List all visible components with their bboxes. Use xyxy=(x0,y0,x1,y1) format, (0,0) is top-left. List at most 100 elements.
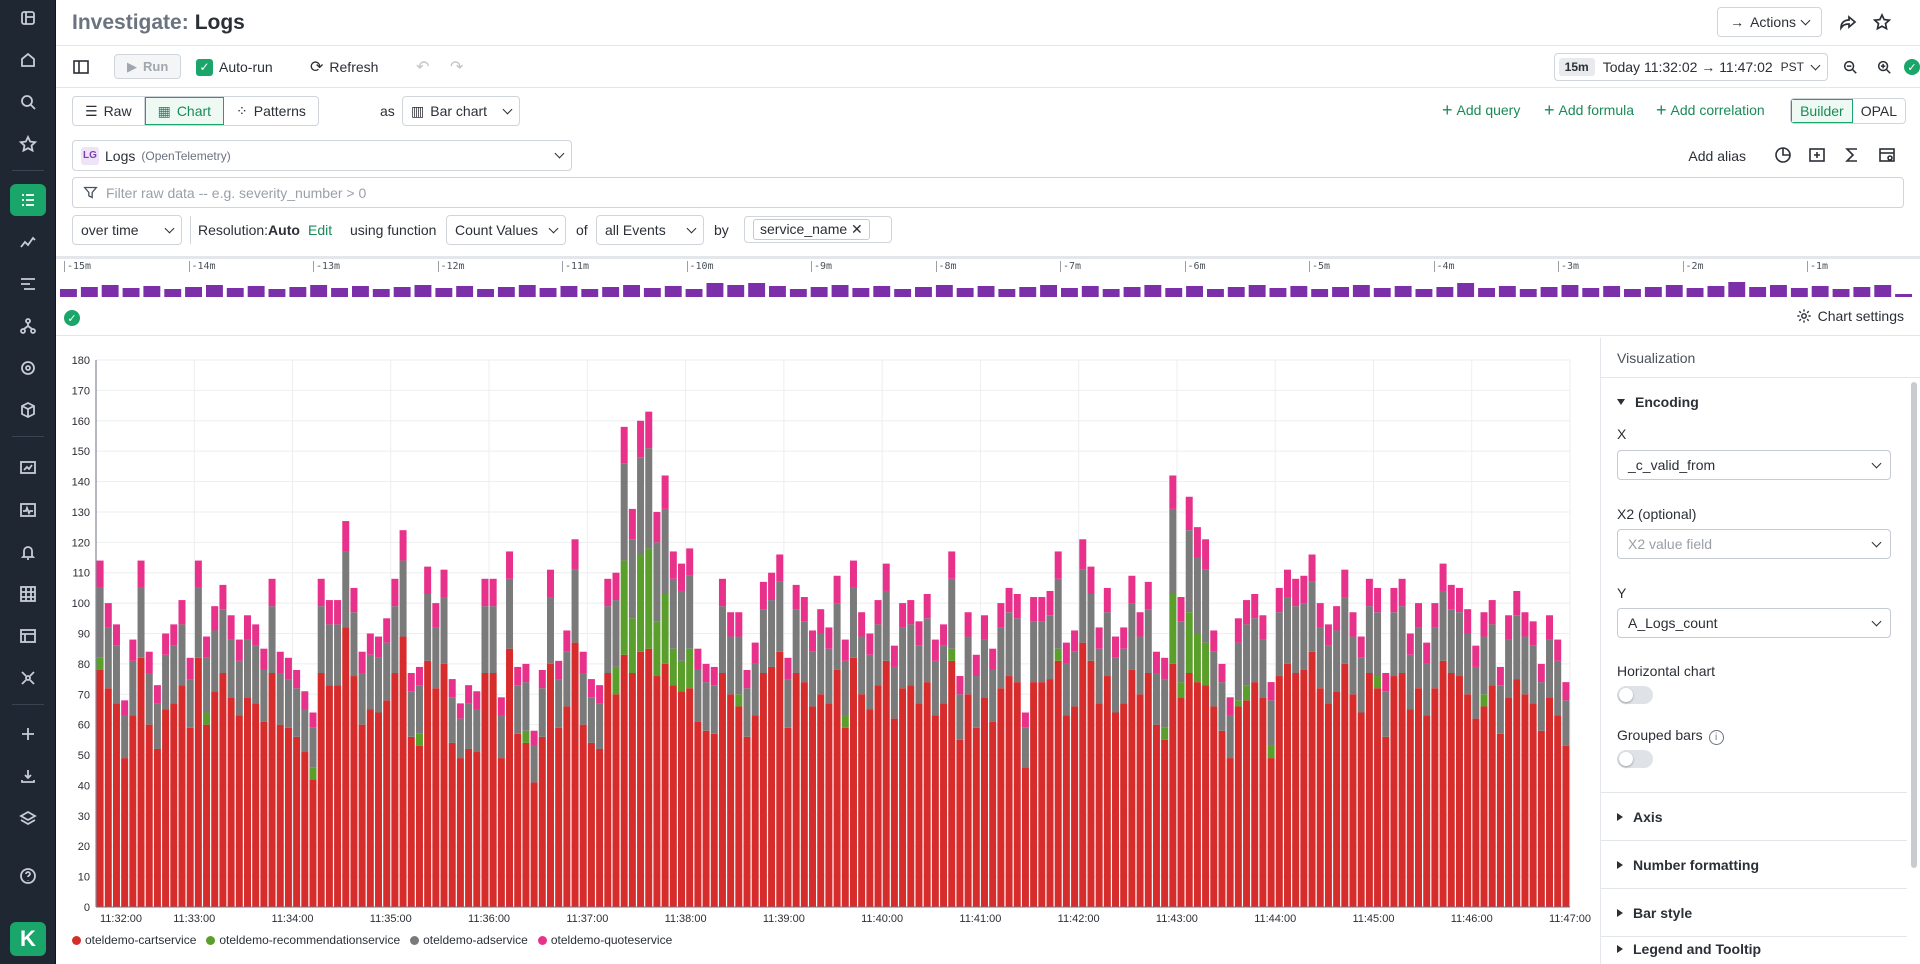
bar-segment[interactable] xyxy=(694,669,702,722)
bar-segment[interactable] xyxy=(1087,593,1095,661)
bar-segment[interactable] xyxy=(456,758,464,907)
bar-segment[interactable] xyxy=(653,621,661,677)
bar-segment[interactable] xyxy=(1161,679,1169,728)
bar-segment[interactable] xyxy=(1554,639,1562,661)
bar-segment[interactable] xyxy=(1341,663,1349,907)
bar-segment[interactable] xyxy=(538,736,546,907)
bar-segment[interactable] xyxy=(972,654,980,677)
bar-segment[interactable] xyxy=(637,651,645,907)
bar-segment[interactable] xyxy=(194,587,202,658)
bar-segment[interactable] xyxy=(1333,606,1341,631)
bar-segment[interactable] xyxy=(1021,727,1029,768)
bar-segment[interactable] xyxy=(1243,700,1251,907)
bar-segment[interactable] xyxy=(1259,697,1267,907)
nodes-icon[interactable] xyxy=(10,662,46,694)
remove-chip-icon[interactable]: ✕ xyxy=(851,221,863,237)
bar-segment[interactable] xyxy=(1087,566,1095,594)
bar-segment[interactable] xyxy=(1021,767,1029,907)
bar-segment[interactable] xyxy=(489,578,497,607)
bar-segment[interactable] xyxy=(579,651,587,673)
bar-segment[interactable] xyxy=(268,578,276,607)
bar-segment[interactable] xyxy=(1464,609,1472,634)
bar-segment[interactable] xyxy=(1128,575,1136,604)
bar-segment[interactable] xyxy=(1079,539,1087,570)
bar-segment[interactable] xyxy=(252,645,260,704)
datasource-select[interactable]: LG Logs (OpenTelemetry) xyxy=(72,140,572,171)
bar-segment[interactable] xyxy=(1128,603,1136,670)
bar-segment[interactable] xyxy=(604,606,612,674)
bar-segment[interactable] xyxy=(710,685,718,734)
bar-segment[interactable] xyxy=(1243,624,1251,686)
bar-segment[interactable] xyxy=(170,624,178,646)
bar-segment[interactable] xyxy=(1169,475,1177,509)
bar-segment[interactable] xyxy=(784,679,792,728)
bar-segment[interactable] xyxy=(1185,673,1193,907)
bar-segment[interactable] xyxy=(874,624,882,686)
bar-segment[interactable] xyxy=(383,642,391,701)
bar-segment[interactable] xyxy=(415,733,423,746)
bar-segment[interactable] xyxy=(800,597,808,622)
bar-segment[interactable] xyxy=(448,679,456,698)
bar-segment[interactable] xyxy=(1218,663,1226,683)
bar-segment[interactable] xyxy=(1365,606,1373,674)
bar-segment[interactable] xyxy=(743,736,751,907)
bar-segment[interactable] xyxy=(1439,563,1447,591)
bar-segment[interactable] xyxy=(1324,624,1332,646)
bar-segment[interactable] xyxy=(1095,648,1103,704)
bar-segment[interactable] xyxy=(1423,715,1431,907)
bar-segment[interactable] xyxy=(497,697,505,716)
bar-segment[interactable] xyxy=(1537,663,1545,683)
bar-segment[interactable] xyxy=(334,685,342,907)
bar-segment[interactable] xyxy=(1120,648,1128,704)
bar-segment[interactable] xyxy=(817,694,825,907)
bar-segment[interactable] xyxy=(391,606,399,674)
bar-segment[interactable] xyxy=(1234,642,1242,701)
bar-segment[interactable] xyxy=(366,654,374,710)
bar-segment[interactable] xyxy=(170,703,178,907)
bar-segment[interactable] xyxy=(432,688,440,907)
bar-segment[interactable] xyxy=(1103,587,1111,613)
bar-segment[interactable] xyxy=(1505,639,1513,698)
bar-segment[interactable] xyxy=(882,563,890,591)
bar-segment[interactable] xyxy=(1202,642,1210,686)
bar-segment[interactable] xyxy=(1079,569,1087,643)
workspace-logo[interactable]: K xyxy=(10,922,46,956)
section-legend-tooltip[interactable]: Legend and Tooltip xyxy=(1601,936,1907,964)
bar-segment[interactable] xyxy=(219,584,227,610)
bar-segment[interactable] xyxy=(563,651,571,707)
bar-segment[interactable] xyxy=(1283,569,1291,598)
bar-segment[interactable] xyxy=(735,694,743,707)
bar-segment[interactable] xyxy=(1013,593,1021,619)
bar-segment[interactable] xyxy=(415,745,423,907)
bar-segment[interactable] xyxy=(653,542,661,622)
group-by-field[interactable]: service_name ✕ xyxy=(744,216,892,243)
bar-segment[interactable] xyxy=(1333,691,1341,907)
bar-segment[interactable] xyxy=(1234,706,1242,907)
bar-segment[interactable] xyxy=(1193,682,1201,907)
bar-segment[interactable] xyxy=(260,648,268,670)
bar-segment[interactable] xyxy=(981,639,988,698)
bar-segment[interactable] xyxy=(129,660,137,716)
bar-segment[interactable] xyxy=(587,742,595,907)
bar-segment[interactable] xyxy=(940,703,948,907)
bar-segment[interactable] xyxy=(1161,727,1169,740)
bar-segment[interactable] xyxy=(1054,551,1062,579)
bar-segment[interactable] xyxy=(1374,676,1382,689)
bar-segment[interactable] xyxy=(415,685,423,734)
bar-segment[interactable] xyxy=(506,551,514,579)
bar-segment[interactable] xyxy=(596,703,604,749)
bar-segment[interactable] xyxy=(645,648,653,907)
bar-segment[interactable] xyxy=(104,627,112,689)
bar-segment[interactable] xyxy=(1112,636,1120,658)
bar-segment[interactable] xyxy=(1382,673,1390,692)
bar-segment[interactable] xyxy=(235,715,243,907)
bar-segment[interactable] xyxy=(522,742,530,907)
bar-segment[interactable] xyxy=(162,709,170,907)
bar-segment[interactable] xyxy=(514,733,522,907)
bar-segment[interactable] xyxy=(972,676,980,728)
bar-segment[interactable] xyxy=(825,648,833,704)
bar-segment[interactable] xyxy=(112,624,120,646)
bar-segment[interactable] xyxy=(915,645,923,704)
bar-segment[interactable] xyxy=(948,648,956,661)
bar-segment[interactable] xyxy=(1464,633,1472,695)
